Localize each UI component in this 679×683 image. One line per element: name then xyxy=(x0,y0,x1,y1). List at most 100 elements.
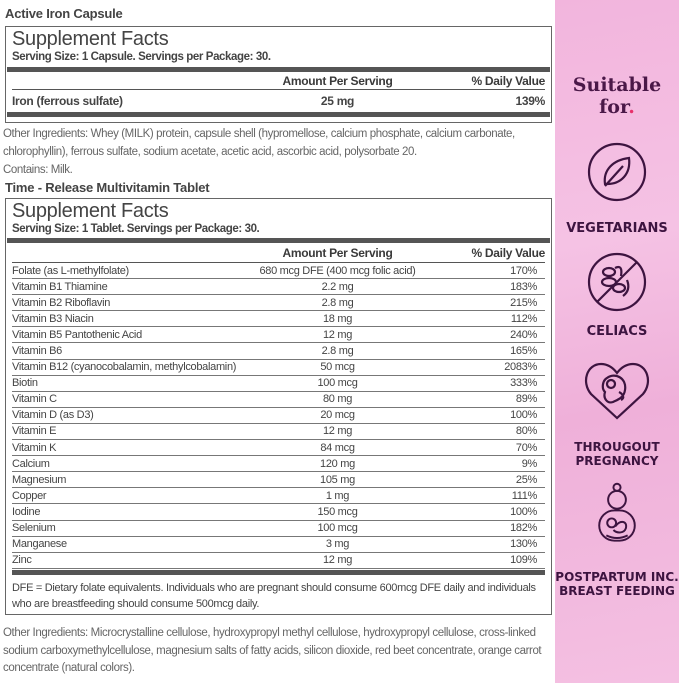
nutrient-amount: 105 mg xyxy=(320,473,355,486)
table-row: Copper 1 mg 111% xyxy=(12,488,545,505)
nutrient-dv: 89% xyxy=(515,393,537,406)
nutrient-name: Folate (as L-methylfolate) xyxy=(12,264,129,277)
nutrient-dv: 109% xyxy=(510,554,537,567)
serving-size: Serving Size: 1 Tablet. Servings per Pac… xyxy=(12,223,260,235)
supplement-facts-table-1: Supplement Facts Serving Size: 1 Capsule… xyxy=(5,26,552,123)
item-label-vegetarians: VEGETARIANS xyxy=(566,221,668,236)
nutrient-name: Copper xyxy=(12,489,47,502)
nutrient-dv: 9% xyxy=(521,457,538,470)
nutrient-dv: 130% xyxy=(510,538,537,551)
nutrient-name: Vitamin B5 Pantothenic Acid xyxy=(12,328,142,341)
table-row: Zinc 12 mg 109% xyxy=(12,553,545,569)
item-label-postpartum: POSTPARTUM INC. BREAST FEEDING xyxy=(555,570,679,598)
table-row: Selenium 100 mcg 182% xyxy=(12,521,545,537)
suitable-heading: Suitable for. xyxy=(555,74,679,118)
nutrient-dv: 215% xyxy=(510,296,537,309)
col-dv: % Daily Value xyxy=(471,245,546,260)
nutrient-dv: 139% xyxy=(515,94,546,108)
table-row: Iron (ferrous sulfate) 25 mg 139% xyxy=(12,90,545,112)
table-row: Folate (as L-methylfolate) 680 mcg DFE (4… xyxy=(12,263,545,280)
nutrient-name: Selenium xyxy=(12,522,56,535)
table-row: Vitamin B2 Riboflavin 2.8 mg 215% xyxy=(12,295,545,312)
heading-dot: . xyxy=(628,96,635,118)
nutrient-dv: 111% xyxy=(511,489,538,502)
nutrient-amount: 1 mg xyxy=(325,489,350,502)
nutrient-amount: 120 mg xyxy=(320,457,355,470)
table-header: Amount Per Serving % Daily Value xyxy=(12,72,545,90)
divider xyxy=(12,569,545,575)
nutrient-dv: 100% xyxy=(510,409,537,422)
nutrient-dv: 170% xyxy=(510,264,537,277)
nutrient-amount: 3 mg xyxy=(325,538,350,551)
item-label-pregnancy: THROUGOUT PREGNANCY xyxy=(574,440,660,468)
nutrient-amount: 680 mcg DFE (400 mcg folic acid) xyxy=(259,264,416,277)
heading-line1: Suitable xyxy=(572,74,662,96)
nutrient-amount: 2.8 mg xyxy=(321,296,354,309)
col-dv: % Daily Value xyxy=(471,73,546,88)
nutrient-dv: 2083% xyxy=(504,361,537,374)
nutrient-name: Vitamin C xyxy=(12,393,57,406)
table-row: Iodine 150 mcg 100% xyxy=(12,504,545,521)
nutrient-amount: 12 mg xyxy=(322,554,353,567)
pregnancy-heart-icon xyxy=(584,362,650,420)
other-ingredients-1: Other Ingredients: Whey (MILK) protein, … xyxy=(3,128,515,158)
table-row: Manganese 3 mg 130% xyxy=(12,537,545,553)
nutrient-amount: 100 mcg xyxy=(317,377,358,390)
suitable-for-panel: Suitable for. VEGETARIANS CELIACS THROUGO… xyxy=(555,0,679,683)
nutrient-dv: 25% xyxy=(515,473,537,486)
supplement-facts-table-2: Supplement Facts Serving Size: 1 Tablet.… xyxy=(5,198,552,615)
product1-name: Active Iron Capsule xyxy=(5,6,123,21)
nutrient-name: Vitamin B1 Thiamine xyxy=(12,280,108,293)
table-row: Vitamin C 80 mg 89% xyxy=(12,392,545,408)
nutrient-amount: 80 mg xyxy=(322,393,353,406)
nutrient-rows: Folate (as L-methylfolate) 680 mcg DFE (4… xyxy=(6,263,551,569)
table-row: Vitamin B12 (cyanocobalamin, methylcobal… xyxy=(12,360,545,376)
divider xyxy=(7,112,550,117)
nutrient-dv: 240% xyxy=(510,328,537,341)
nutrient-amount: 2.2 mg xyxy=(321,280,354,293)
table-row: Vitamin B3 Niacin 18 mg 112% xyxy=(12,311,545,328)
contains-allergen: Contains: Milk. xyxy=(3,164,73,176)
nutrient-dv: 70% xyxy=(515,441,537,454)
nutrient-name: Vitamin B3 Niacin xyxy=(12,312,94,325)
table-row: Calcium 120 mg 9% xyxy=(12,456,545,473)
nutrient-dv: 165% xyxy=(510,345,537,358)
nutrient-name: Vitamin E xyxy=(12,425,57,438)
nutrient-dv: 182% xyxy=(510,522,537,535)
nutrient-name: Iodine xyxy=(12,505,41,518)
nutrient-amount: 12 mg xyxy=(322,425,353,438)
table-row: Magnesium 105 mg 25% xyxy=(12,472,545,489)
nutrient-dv: 333% xyxy=(510,377,537,390)
nutrient-name: Manganese xyxy=(12,538,67,551)
facts-title: Supplement Facts xyxy=(12,28,169,50)
divider xyxy=(7,238,550,243)
gluten-free-icon xyxy=(587,252,647,312)
nutrient-name: Calcium xyxy=(12,457,50,470)
table-row: Vitamin D (as D3) 20 mcg 100% xyxy=(12,408,545,424)
leaf-icon xyxy=(587,142,647,202)
table-row: Vitamin K 84 mcg 70% xyxy=(12,440,545,457)
nutrient-amount: 25 mg xyxy=(320,94,355,108)
other-ingredients-2: Other Ingredients: Microcrystalline cell… xyxy=(3,627,542,674)
item-label-celiacs: CELIACS xyxy=(586,324,648,339)
dfe-note: DFE = Dietary folate equivalents. Indivi… xyxy=(12,581,536,610)
col-amount: Amount Per Serving xyxy=(282,245,393,260)
nutrient-amount: 150 mcg xyxy=(317,505,358,518)
nutrient-amount: 50 mcg xyxy=(320,361,355,374)
nutrient-name: Iron (ferrous sulfate) xyxy=(12,94,123,108)
divider xyxy=(7,67,550,72)
nutrient-dv: 80% xyxy=(515,425,537,438)
nutrient-name: Vitamin D (as D3) xyxy=(12,409,94,422)
product2-name: Time - Release Multivitamin Tablet xyxy=(5,180,210,195)
table-row: Vitamin B5 Pantothenic Acid 12 mg 240% xyxy=(12,327,545,344)
nutrient-name: Biotin xyxy=(12,377,38,390)
nutrient-dv: 183% xyxy=(510,280,537,293)
mother-baby-icon xyxy=(598,482,636,542)
table-header: Amount Per Serving % Daily Value xyxy=(12,243,545,263)
nutrient-amount: 2.8 mg xyxy=(321,345,354,358)
nutrient-name: Vitamin B12 (cyanocobalamin, methylcobal… xyxy=(12,361,237,374)
heading-line2: for xyxy=(599,96,629,118)
facts-title: Supplement Facts xyxy=(12,200,169,222)
nutrient-dv: 100% xyxy=(510,505,537,518)
nutrient-name: Vitamin K xyxy=(12,441,57,454)
